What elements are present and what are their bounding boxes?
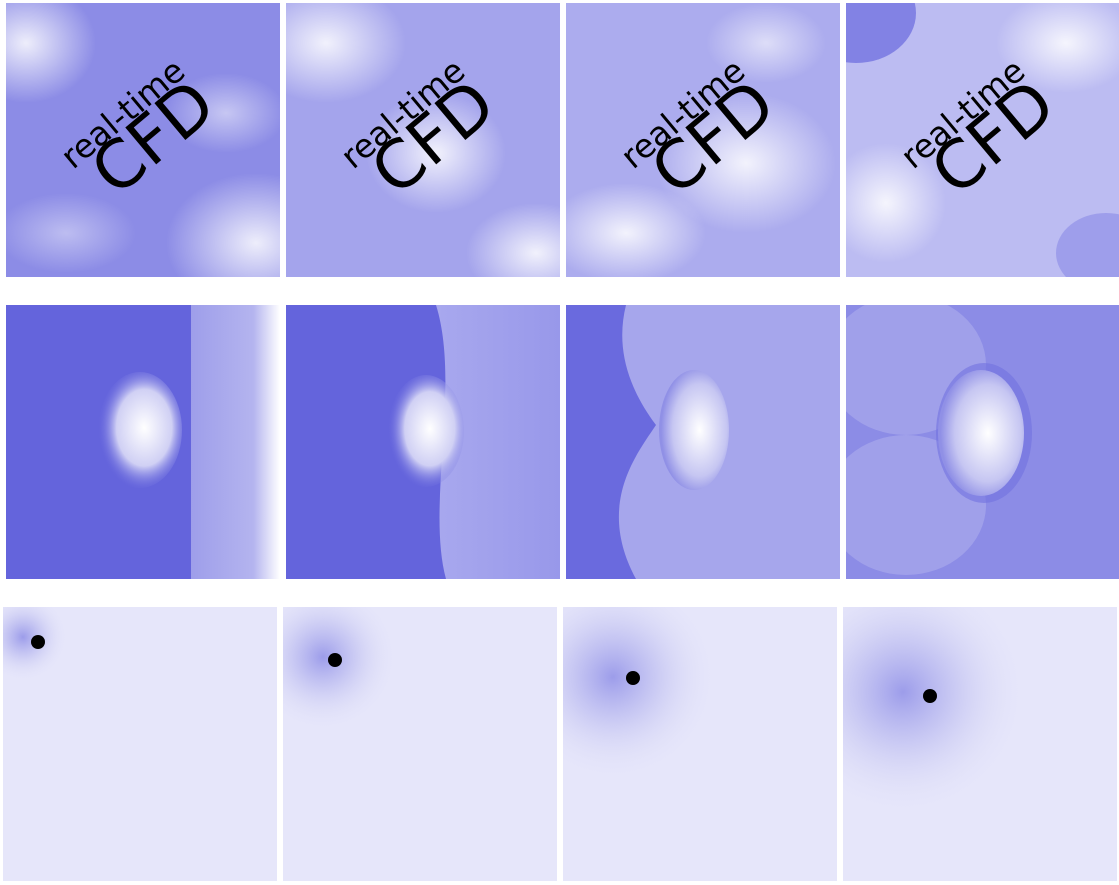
panel: real-time CFD: [546, 3, 840, 283]
panel: [286, 305, 560, 579]
panel: [6, 305, 280, 579]
panel: [566, 305, 840, 579]
panel: real-time CFD: [246, 0, 606, 303]
figure: real-time CFD real-time CFD real-time CF…: [0, 0, 1119, 885]
panel: [508, 572, 837, 882]
panel: [826, 295, 1119, 579]
panel: real-time CFD: [796, 0, 1119, 293]
panel: [0, 592, 277, 882]
panel: [248, 582, 557, 882]
